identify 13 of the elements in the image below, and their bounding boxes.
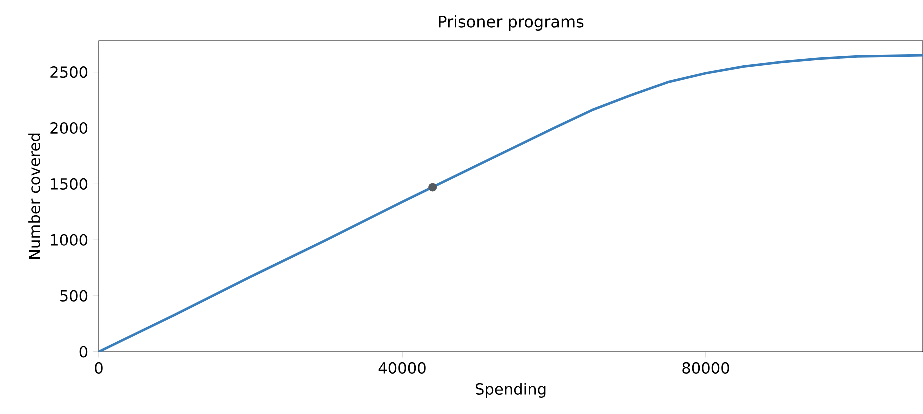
y-tick-label: 0 [80,346,88,358]
y-tick-label: 1000 [51,234,88,246]
x-tick-label: 40000 [378,362,426,374]
y-tick-label: 2000 [50,122,88,134]
x-axis-title: Spending [476,383,546,398]
y-axis-title: Number covered [28,134,40,259]
y-tick-label: 1500 [51,178,88,190]
y-tick-label: 500 [60,290,88,302]
y-tick-label: 2500 [50,66,88,78]
x-tick-label: 0 [95,362,103,374]
x-tick-label: 80000 [682,362,730,374]
line-series [99,54,923,352]
chart-title: Prisoner programs [439,15,584,31]
